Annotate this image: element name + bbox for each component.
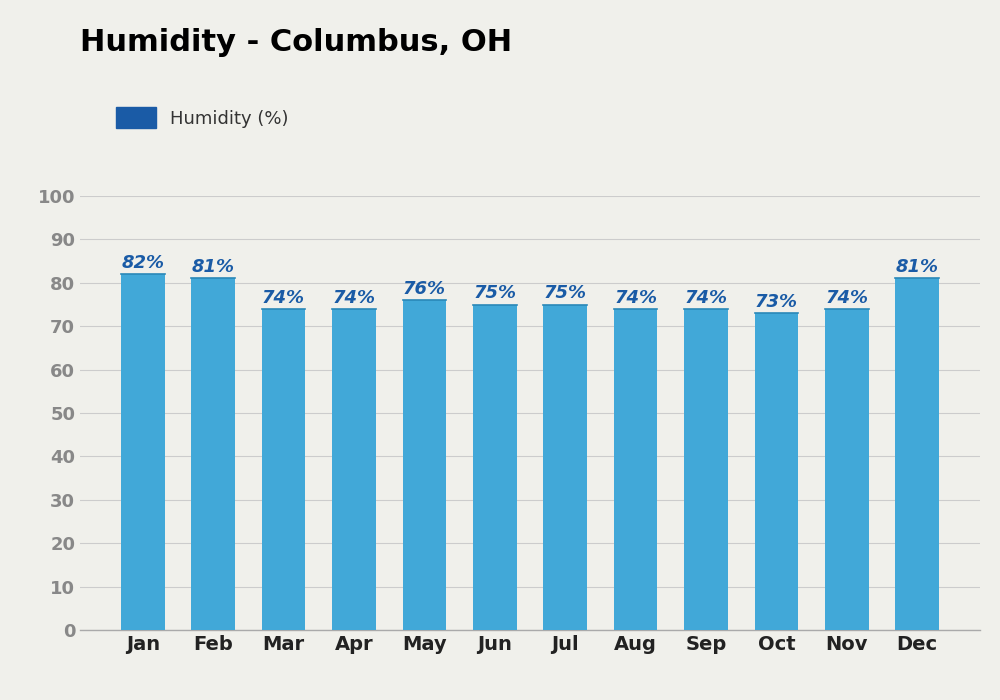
Bar — [755, 313, 798, 630]
Legend: Humidity (%): Humidity (%) — [109, 100, 296, 135]
Text: 75%: 75% — [473, 284, 516, 302]
Text: 81%: 81% — [192, 258, 235, 276]
Bar — [825, 309, 869, 630]
Text: 73%: 73% — [755, 293, 798, 311]
Text: 81%: 81% — [896, 258, 939, 276]
Bar — [403, 300, 446, 630]
Bar — [543, 304, 587, 630]
Bar — [262, 309, 305, 630]
Bar — [473, 304, 517, 630]
Text: 75%: 75% — [544, 284, 587, 302]
Bar — [614, 309, 657, 630]
Text: 74%: 74% — [332, 288, 375, 307]
Text: 82%: 82% — [121, 254, 164, 272]
Text: 74%: 74% — [614, 288, 657, 307]
Bar — [332, 309, 376, 630]
Text: 74%: 74% — [262, 288, 305, 307]
Text: 76%: 76% — [403, 280, 446, 298]
Bar — [684, 309, 728, 630]
Text: Humidity - Columbus, OH: Humidity - Columbus, OH — [80, 28, 512, 57]
Bar — [895, 279, 939, 630]
Bar — [191, 279, 235, 630]
Bar — [121, 274, 165, 630]
Text: 74%: 74% — [685, 288, 728, 307]
Text: 74%: 74% — [825, 288, 868, 307]
